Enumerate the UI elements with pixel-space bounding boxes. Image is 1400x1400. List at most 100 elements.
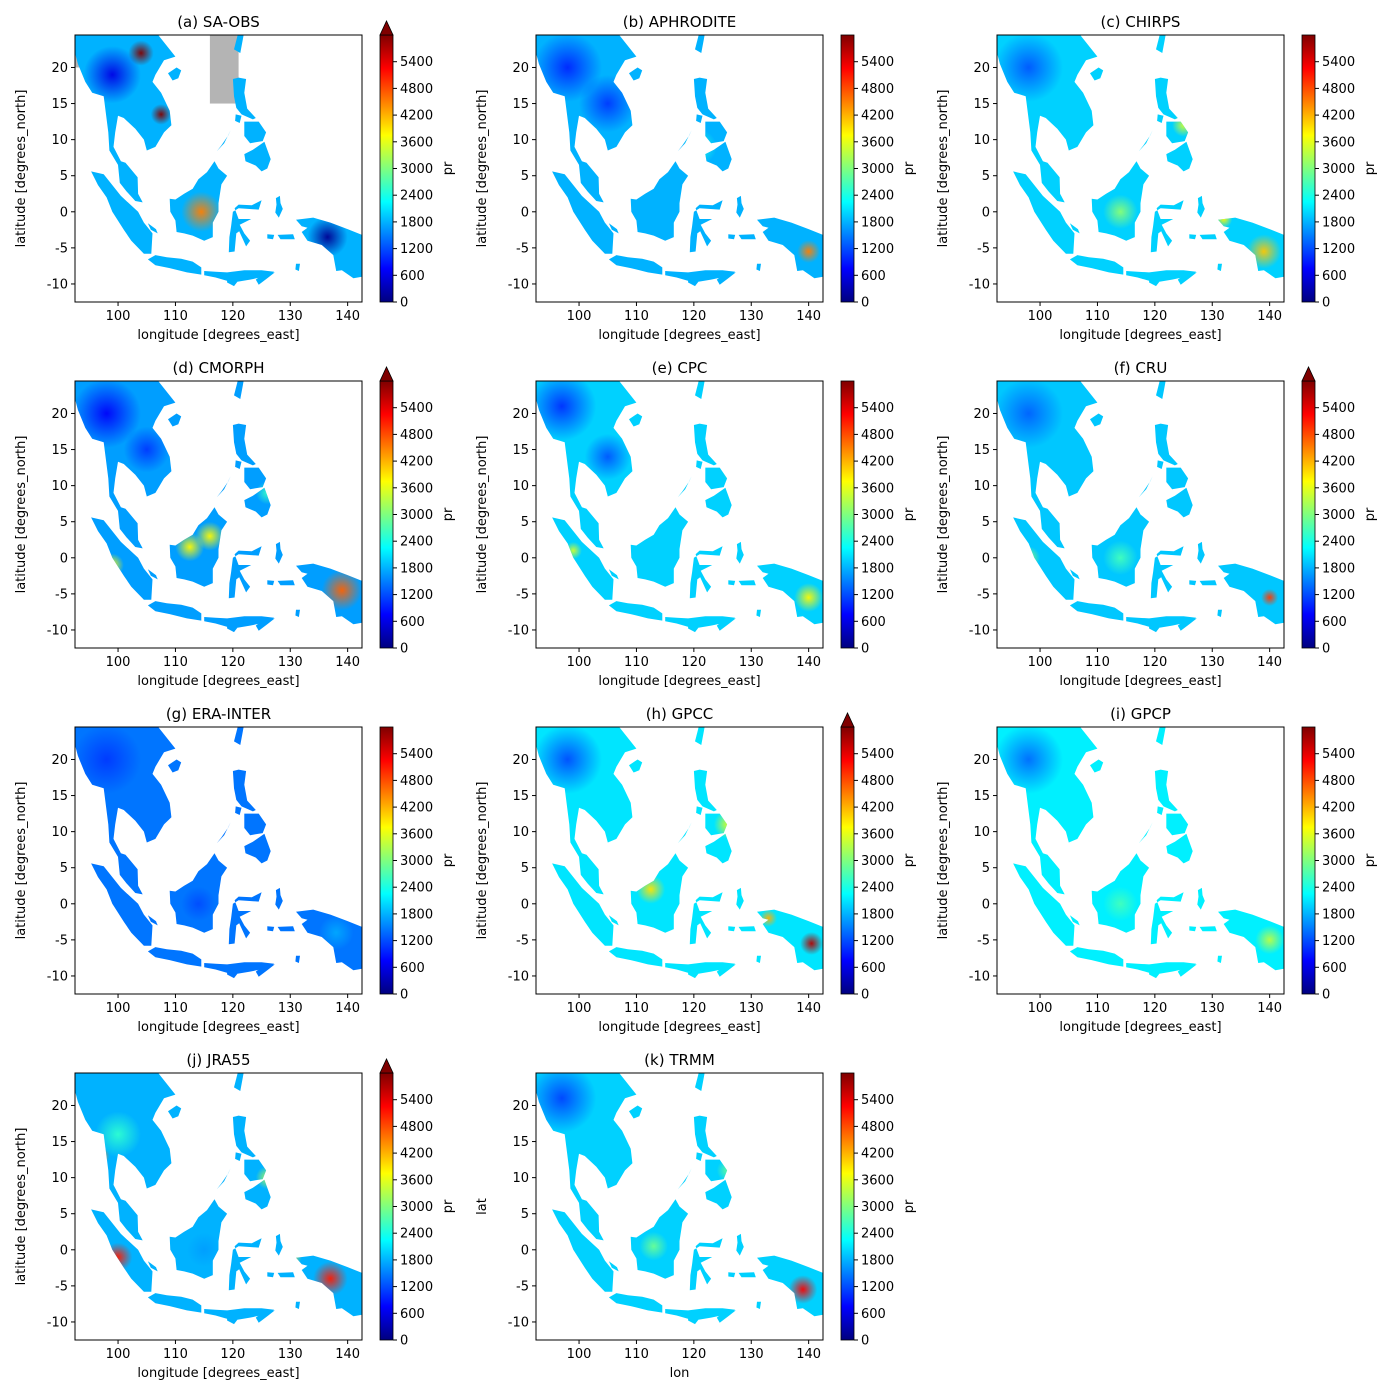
precip-hotspot xyxy=(536,381,597,441)
colorbar-tick-label: 2400 xyxy=(861,1227,894,1242)
map-panel: (k) TRMM 100 110 120 130 140 20 15 10 5 0 -5 -10 lon l… xyxy=(475,1051,917,1381)
land-polygon xyxy=(204,1308,275,1321)
map-area xyxy=(997,727,1284,994)
y-tick-label: -5 xyxy=(977,933,990,948)
y-tick-label: 5 xyxy=(60,169,68,184)
land-polygon xyxy=(693,769,717,812)
land-polygon xyxy=(255,618,275,631)
y-axis-label: latitude [degrees_north] xyxy=(475,782,490,940)
map-area xyxy=(997,381,1284,648)
y-tick-label: -5 xyxy=(55,241,68,256)
land-polygon xyxy=(552,863,614,946)
x-tick-label: 110 xyxy=(624,309,649,324)
land-polygon xyxy=(204,962,275,975)
land-polygon xyxy=(1126,270,1197,283)
land-polygon xyxy=(244,141,271,172)
land-polygon xyxy=(295,955,300,963)
land-polygon xyxy=(1013,171,1075,254)
precip-hotspot xyxy=(181,886,216,922)
land-polygon xyxy=(227,1316,238,1325)
precip-hotspot xyxy=(639,1231,669,1261)
y-axis-label: latitude [degrees_north] xyxy=(475,436,490,594)
y-tick-label: 10 xyxy=(51,479,68,494)
y-tick-label: 0 xyxy=(521,551,529,566)
x-tick-label: 140 xyxy=(796,655,821,670)
axes-frame xyxy=(74,380,363,649)
precip-hotspot xyxy=(123,426,170,473)
land-polygon xyxy=(629,1105,643,1119)
colorbar-tick-label: 1200 xyxy=(400,934,433,949)
y-tick-label: -10 xyxy=(508,1315,529,1330)
y-tick-label: 15 xyxy=(973,789,990,804)
colorbar-tick-label: 4200 xyxy=(861,801,894,816)
x-axis-label: longitude [degrees_east] xyxy=(137,328,299,343)
colorbar-tick-label: 4200 xyxy=(400,109,433,124)
axes-frame xyxy=(996,726,1285,995)
land-polygon xyxy=(1150,546,1184,599)
y-tick-label: 20 xyxy=(512,407,529,422)
y-tick-label: -5 xyxy=(977,587,990,602)
colorbar-label: pr xyxy=(441,1199,456,1213)
land-polygon xyxy=(689,892,723,945)
land-polygon xyxy=(1157,114,1164,123)
colorbar-tick-label: 4800 xyxy=(400,774,433,789)
y-tick-label: 15 xyxy=(51,443,68,458)
land-polygon xyxy=(168,67,182,81)
y-axis-label: latitude [degrees_north] xyxy=(475,90,490,248)
x-tick-label: 110 xyxy=(624,1347,649,1362)
land-polygon xyxy=(234,381,244,399)
land-polygon xyxy=(688,624,699,633)
land-polygon xyxy=(255,1310,275,1323)
colorbar-tick-label: 3000 xyxy=(400,1200,433,1215)
x-tick-label: 140 xyxy=(335,655,360,670)
colorbar-tick-label: 2400 xyxy=(400,535,433,550)
land-polygon xyxy=(147,569,158,580)
x-tick-label: 100 xyxy=(106,1001,131,1016)
land-polygon xyxy=(275,541,283,564)
y-tick-label: 20 xyxy=(973,753,990,768)
colorbar-tick-label: 5400 xyxy=(1322,401,1355,416)
colorbar-tick-label: 1800 xyxy=(861,1253,894,1268)
land-polygon xyxy=(696,114,703,123)
colorbar-tick-label: 600 xyxy=(861,269,886,284)
colorbar-tick-label: 1800 xyxy=(861,907,894,922)
colorbar-label: pr xyxy=(902,161,917,175)
land-polygon xyxy=(147,255,202,275)
y-tick-label: 20 xyxy=(51,61,68,76)
land-polygon xyxy=(608,601,663,621)
land-polygon xyxy=(1166,813,1189,836)
precip-hotspot xyxy=(788,1275,818,1304)
land-polygon xyxy=(689,200,723,253)
y-tick-label: -5 xyxy=(516,241,529,256)
land-polygon xyxy=(1166,487,1193,518)
y-tick-label: 0 xyxy=(60,897,68,912)
colorbar-tick-label: 4200 xyxy=(400,455,433,470)
colorbar-label: pr xyxy=(902,507,917,521)
land-polygon xyxy=(695,381,705,399)
colorbar-tick-label: 3600 xyxy=(400,481,433,496)
y-tick-label: 10 xyxy=(973,825,990,840)
x-tick-label: 140 xyxy=(796,1001,821,1016)
y-axis-label: latitude [degrees_north] xyxy=(936,436,951,594)
colorbar-tick-label: 4800 xyxy=(861,1120,894,1135)
land-polygon xyxy=(695,35,705,53)
land-polygon xyxy=(728,580,736,586)
colorbar-label: pr xyxy=(441,853,456,867)
land-polygon xyxy=(228,1238,262,1291)
y-tick-label: 10 xyxy=(973,479,990,494)
precip-hotspot xyxy=(318,915,354,950)
land-polygon xyxy=(696,1152,703,1161)
land-polygon xyxy=(75,1073,176,1241)
x-tick-label: 130 xyxy=(278,309,303,324)
colorbar-label: pr xyxy=(902,1199,917,1213)
colorbar-extend-arrow xyxy=(1301,366,1316,382)
colorbar: 0 600 1200 1800 2400 3000 3600 4200 4800 5400 pr xyxy=(1301,366,1378,657)
y-tick-label: 15 xyxy=(51,789,68,804)
map-area xyxy=(75,35,362,302)
y-tick-label: 10 xyxy=(51,1171,68,1186)
y-axis-label: latitude [degrees_north] xyxy=(936,90,951,248)
land-polygon xyxy=(738,926,756,932)
precip-hotspot xyxy=(536,35,603,102)
land-polygon xyxy=(1090,413,1104,427)
